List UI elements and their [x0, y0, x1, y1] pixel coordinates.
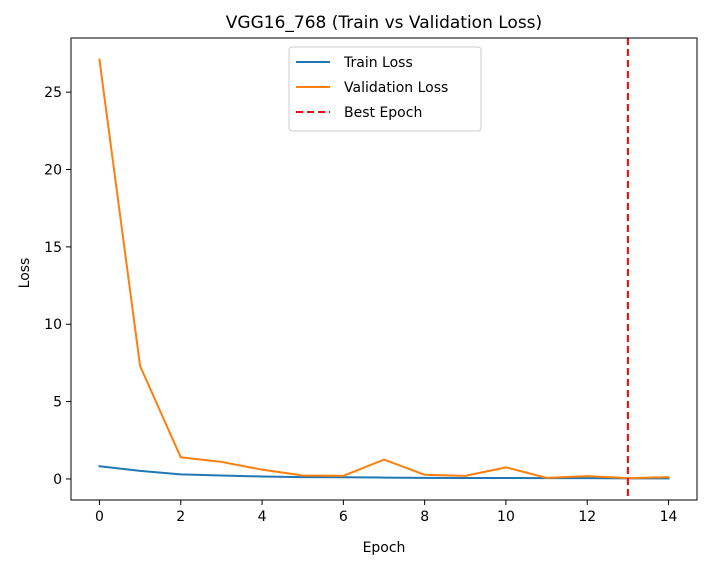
- x-tick-label: 12: [578, 509, 596, 525]
- x-tick-label: 0: [95, 509, 104, 525]
- x-tick-label: 2: [176, 509, 185, 525]
- y-axis-label: Loss: [17, 258, 33, 289]
- plot-frame: [70, 37, 698, 501]
- y-tick-label: 25: [44, 85, 62, 101]
- y-tick-label: 0: [53, 472, 62, 488]
- y-tick-label: 5: [53, 395, 62, 411]
- x-tick-label: 10: [497, 509, 515, 525]
- y-tick-label: 10: [44, 317, 62, 333]
- legend-box: [288, 46, 482, 132]
- legend-label: Best Epoch: [344, 105, 422, 121]
- series-line-validation-loss: [98, 58, 670, 480]
- series-line-train-loss: [98, 465, 670, 480]
- legend: Train Loss Validation Loss Best Epoch: [288, 46, 482, 132]
- y-tick-label: 15: [44, 240, 62, 256]
- plot-area: [98, 38, 670, 500]
- legend-label: Train Loss: [343, 55, 413, 71]
- x-tick-label: 6: [339, 509, 348, 525]
- x-tick-label: 14: [660, 509, 678, 525]
- x-axis-label: Epoch: [363, 540, 406, 556]
- legend-label: Validation Loss: [344, 80, 448, 96]
- x-tick-label: 8: [420, 509, 429, 525]
- x-tick-label: 4: [258, 509, 267, 525]
- x-axis: 0 2 4 6 8 10 12 14: [95, 500, 678, 525]
- y-axis: 0 5 10 15 20 25: [44, 85, 71, 488]
- y-tick-label: 20: [44, 163, 62, 179]
- chart-title: VGG16_768 (Train vs Validation Loss): [226, 13, 542, 33]
